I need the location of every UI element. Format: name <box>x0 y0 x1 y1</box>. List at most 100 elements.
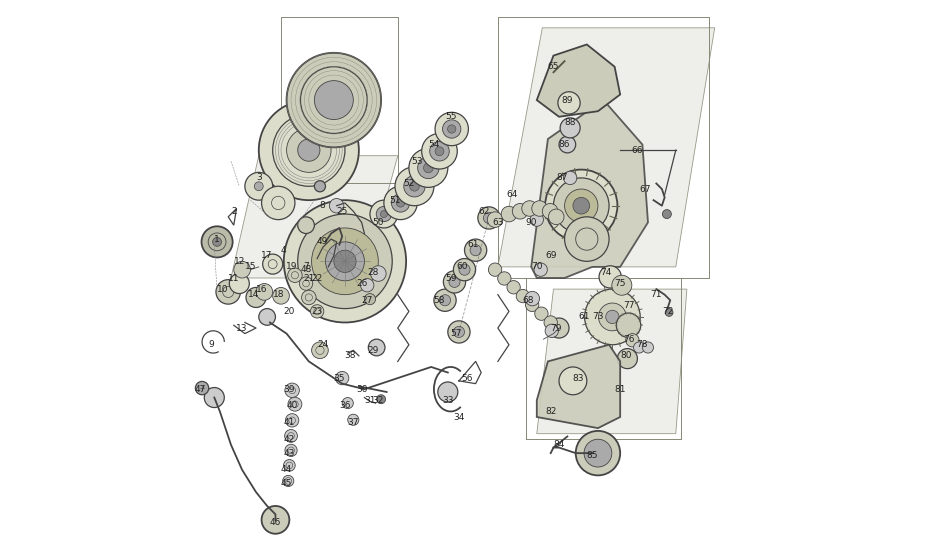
Text: 29: 29 <box>367 346 378 355</box>
Circle shape <box>421 133 457 169</box>
Circle shape <box>430 141 449 161</box>
Text: 56: 56 <box>461 374 472 383</box>
Circle shape <box>302 290 316 305</box>
Text: 74: 74 <box>599 268 612 277</box>
Text: 25: 25 <box>336 207 347 216</box>
Circle shape <box>564 189 598 222</box>
Circle shape <box>434 147 444 156</box>
Text: 11: 11 <box>227 274 239 282</box>
Circle shape <box>311 228 378 295</box>
Circle shape <box>380 211 387 217</box>
Text: 8: 8 <box>319 201 325 210</box>
Circle shape <box>333 250 355 272</box>
Circle shape <box>329 198 343 213</box>
Circle shape <box>284 429 297 443</box>
Text: 36: 36 <box>339 401 351 410</box>
Circle shape <box>297 139 319 161</box>
Text: 60: 60 <box>456 262 467 271</box>
Circle shape <box>245 172 273 200</box>
Polygon shape <box>536 345 620 428</box>
Text: 84: 84 <box>553 440 564 449</box>
Circle shape <box>447 125 456 133</box>
Circle shape <box>448 276 459 287</box>
Text: 26: 26 <box>355 279 367 288</box>
Circle shape <box>369 200 397 228</box>
Circle shape <box>204 388 224 408</box>
Circle shape <box>347 414 358 425</box>
Text: 38: 38 <box>344 351 355 360</box>
Text: 21: 21 <box>303 274 315 282</box>
Circle shape <box>409 181 419 191</box>
Circle shape <box>394 167 433 206</box>
Circle shape <box>598 303 625 331</box>
Text: 86: 86 <box>559 140 570 149</box>
Text: 76: 76 <box>622 335 634 344</box>
Circle shape <box>564 217 609 261</box>
Text: 16: 16 <box>255 285 267 294</box>
Text: 89: 89 <box>561 96 573 105</box>
Text: 73: 73 <box>591 312 603 321</box>
Text: 31: 31 <box>364 396 375 405</box>
Text: 66: 66 <box>630 146 642 155</box>
Circle shape <box>560 118 579 138</box>
Text: 77: 77 <box>622 301 634 310</box>
Circle shape <box>229 274 249 294</box>
Text: 19: 19 <box>286 262 298 271</box>
Circle shape <box>285 383 299 398</box>
Circle shape <box>383 186 417 220</box>
Circle shape <box>584 439 612 467</box>
Circle shape <box>325 242 364 281</box>
Text: 61: 61 <box>467 240 478 249</box>
Polygon shape <box>536 289 686 434</box>
Text: 57: 57 <box>450 329 461 338</box>
Text: 7: 7 <box>303 262 309 271</box>
Circle shape <box>283 459 295 471</box>
Text: 13: 13 <box>236 324 248 332</box>
Circle shape <box>263 254 282 274</box>
Circle shape <box>542 203 558 219</box>
Circle shape <box>612 275 631 295</box>
Circle shape <box>575 431 620 475</box>
Circle shape <box>524 291 539 306</box>
Text: 87: 87 <box>556 173 567 182</box>
Circle shape <box>376 206 391 222</box>
Circle shape <box>423 163 432 173</box>
Text: 53: 53 <box>411 157 422 166</box>
Text: 69: 69 <box>545 251 556 260</box>
Circle shape <box>396 198 405 207</box>
Text: 20: 20 <box>283 307 295 316</box>
Text: 50: 50 <box>372 218 383 227</box>
Text: 68: 68 <box>522 296 534 305</box>
Circle shape <box>470 245 481 256</box>
Circle shape <box>530 213 543 226</box>
Text: 18: 18 <box>272 290 284 299</box>
Text: 90: 90 <box>525 218 536 227</box>
Circle shape <box>464 239 486 261</box>
Text: 39: 39 <box>283 385 295 394</box>
Circle shape <box>447 321 470 343</box>
Text: 65: 65 <box>548 62 559 71</box>
Circle shape <box>553 178 609 234</box>
Circle shape <box>516 289 529 303</box>
Circle shape <box>314 181 325 192</box>
Circle shape <box>201 226 232 257</box>
Circle shape <box>391 194 409 212</box>
Circle shape <box>545 324 558 337</box>
Text: 75: 75 <box>613 279 625 288</box>
Circle shape <box>262 506 289 534</box>
Circle shape <box>501 206 516 222</box>
Circle shape <box>458 264 470 275</box>
Circle shape <box>511 203 527 219</box>
Circle shape <box>664 309 672 316</box>
Circle shape <box>286 53 380 147</box>
Circle shape <box>311 342 328 359</box>
Circle shape <box>195 381 209 395</box>
Circle shape <box>360 279 373 292</box>
Polygon shape <box>536 44 620 117</box>
Circle shape <box>408 148 447 187</box>
Text: 55: 55 <box>445 112 456 121</box>
Polygon shape <box>497 28 714 267</box>
Circle shape <box>256 284 273 300</box>
Circle shape <box>437 382 458 402</box>
Text: 64: 64 <box>506 190 517 199</box>
